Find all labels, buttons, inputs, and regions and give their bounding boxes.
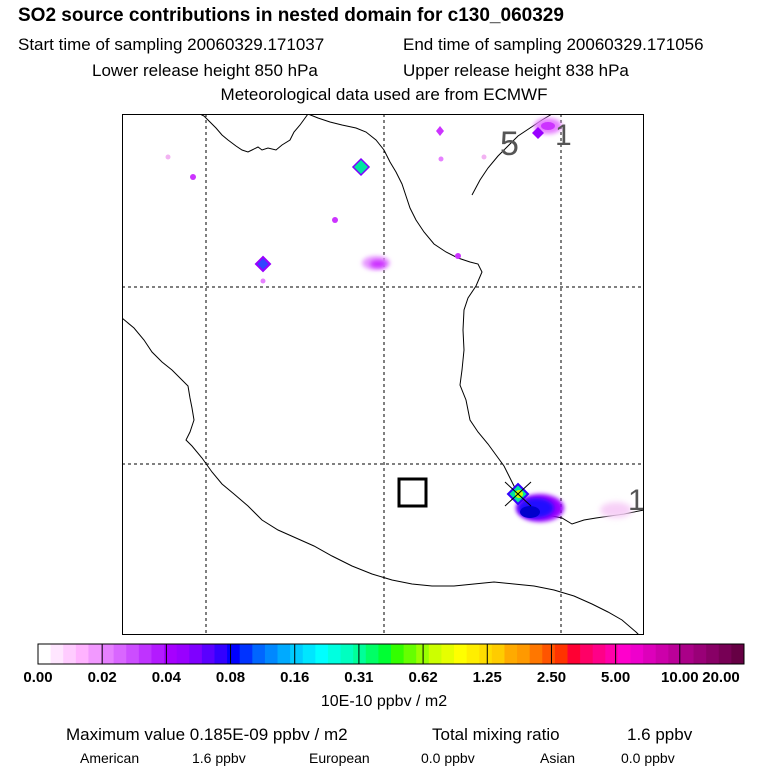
colorbar-segment [441, 644, 455, 664]
colorbar-segment [529, 644, 543, 664]
colorbar-tick-label: 1.25 [472, 669, 502, 686]
colorbar-segment [214, 644, 228, 664]
colorbar-segment [340, 644, 354, 664]
colorbar-segment [731, 644, 745, 664]
colorbar-tick-label: 10.00 [661, 669, 699, 686]
colorbar-segment [592, 644, 606, 664]
concentration-dots [165, 126, 544, 284]
european-value: 0.0 ppbv [421, 750, 475, 766]
colorbar [37, 643, 745, 665]
colorbar-segment [391, 644, 405, 664]
colorbar-segment [101, 644, 115, 664]
colorbar-segment [706, 644, 720, 664]
colorbar-segment [126, 644, 140, 664]
colorbar-segment [138, 644, 152, 664]
map-annotation-1-right: 1 [628, 484, 645, 517]
colorbar-segment [327, 644, 342, 664]
met-data-label: Meteorological data used are from ECMWF [220, 85, 548, 104]
colorbar-segment [580, 644, 594, 664]
colorbar-tick-label: 0.08 [215, 669, 246, 686]
colorbar-tick-label: 0.31 [344, 669, 374, 686]
colorbar-segment [668, 644, 682, 664]
colorbar-segment [567, 644, 581, 664]
start-time-label: Start time of sampling 20060329.171037 [18, 35, 325, 54]
colorbar-tick-label: 0.62 [408, 669, 438, 686]
release-location-box [397, 477, 428, 508]
colorbar-segment [605, 644, 619, 664]
colorbar-segment [693, 644, 707, 664]
colorbar-outline [37, 643, 745, 665]
map-frame [122, 114, 644, 635]
colorbar-segment [479, 644, 493, 664]
american-value: 1.6 ppbv [192, 750, 246, 766]
colorbar-segment [239, 644, 253, 664]
colorbar-tick-label: 0.04 [151, 669, 181, 686]
colorbar-segment [63, 644, 77, 664]
colorbar-tick-label: 0.00 [23, 669, 53, 686]
colorbar-segment [264, 644, 279, 664]
colorbar-segment [718, 644, 732, 664]
colorbar-segment [617, 644, 632, 664]
colorbar-segment [365, 644, 379, 664]
colorbar-segment [466, 644, 480, 664]
map-annotation-1-top: 1 [555, 119, 572, 152]
colorbar-segment [428, 644, 442, 664]
colorbar-tick-label: 0.02 [87, 669, 117, 686]
colorbar-segment [315, 644, 329, 664]
max-value-label: Maximum value 0.185E-09 ppbv / m2 [66, 725, 348, 744]
colorbar-segment [277, 644, 291, 664]
diamond-markers [254, 157, 532, 507]
european-label: European [309, 750, 370, 766]
coastlines [122, 114, 644, 635]
upper-height-label: Upper release height 838 hPa [403, 61, 629, 80]
colorbar-segment [201, 644, 215, 664]
colorbar-segment [680, 644, 695, 664]
end-time-label: End time of sampling 20060329.171056 [403, 35, 704, 54]
map-annotation-5: 5 [500, 125, 519, 163]
colorbar-segment [302, 644, 316, 664]
concentration-plumes [362, 118, 632, 522]
colorbar-segment [491, 644, 505, 664]
colorbar-tick-label: 0.16 [280, 669, 310, 686]
colorbar-segment [151, 644, 165, 664]
colorbar-segment [353, 644, 367, 664]
colorbar-tick-label: 2.50 [536, 669, 567, 686]
colorbar-segment [176, 644, 190, 664]
colorbar-segment [38, 644, 52, 664]
american-label: American [80, 750, 140, 766]
colorbar-segment [655, 644, 669, 664]
colorbar-segment [517, 644, 531, 664]
colorbar-segment [504, 644, 518, 664]
grid-lines [122, 114, 644, 635]
asian-value: 0.0 ppbv [621, 750, 675, 766]
colorbar-segment [113, 644, 127, 664]
total-mixing-value: 1.6 ppbv [627, 725, 693, 744]
colorbar-unit: 10E-10 ppbv / m2 [320, 693, 448, 710]
colorbar-segment [290, 644, 304, 664]
colorbar-segment [454, 644, 468, 664]
colorbar-segment [554, 644, 568, 664]
colorbar-segment [630, 644, 644, 664]
colorbar-segment [542, 644, 556, 664]
colorbar-segment [227, 644, 241, 664]
colorbar-segment [643, 644, 657, 664]
colorbar-segment [75, 644, 89, 664]
colorbar-tick-label: 20.00 [702, 669, 740, 686]
page-title: SO2 source contributions in nested domai… [18, 5, 564, 26]
colorbar-segment [403, 644, 417, 664]
lower-height-label: Lower release height 850 hPa [92, 61, 318, 80]
colorbar-segment [88, 644, 102, 664]
asian-label: Asian [540, 750, 576, 766]
colorbar-segment [378, 644, 392, 664]
colorbar-segment [164, 644, 178, 664]
total-mixing-label: Total mixing ratio [432, 725, 560, 744]
colorbar-segment [50, 644, 64, 664]
map-area: 5 1 1 [122, 114, 645, 635]
colorbar-tick-label: 5.00 [601, 669, 631, 686]
colorbar-segment [189, 644, 203, 664]
colorbar-segment [252, 644, 266, 664]
